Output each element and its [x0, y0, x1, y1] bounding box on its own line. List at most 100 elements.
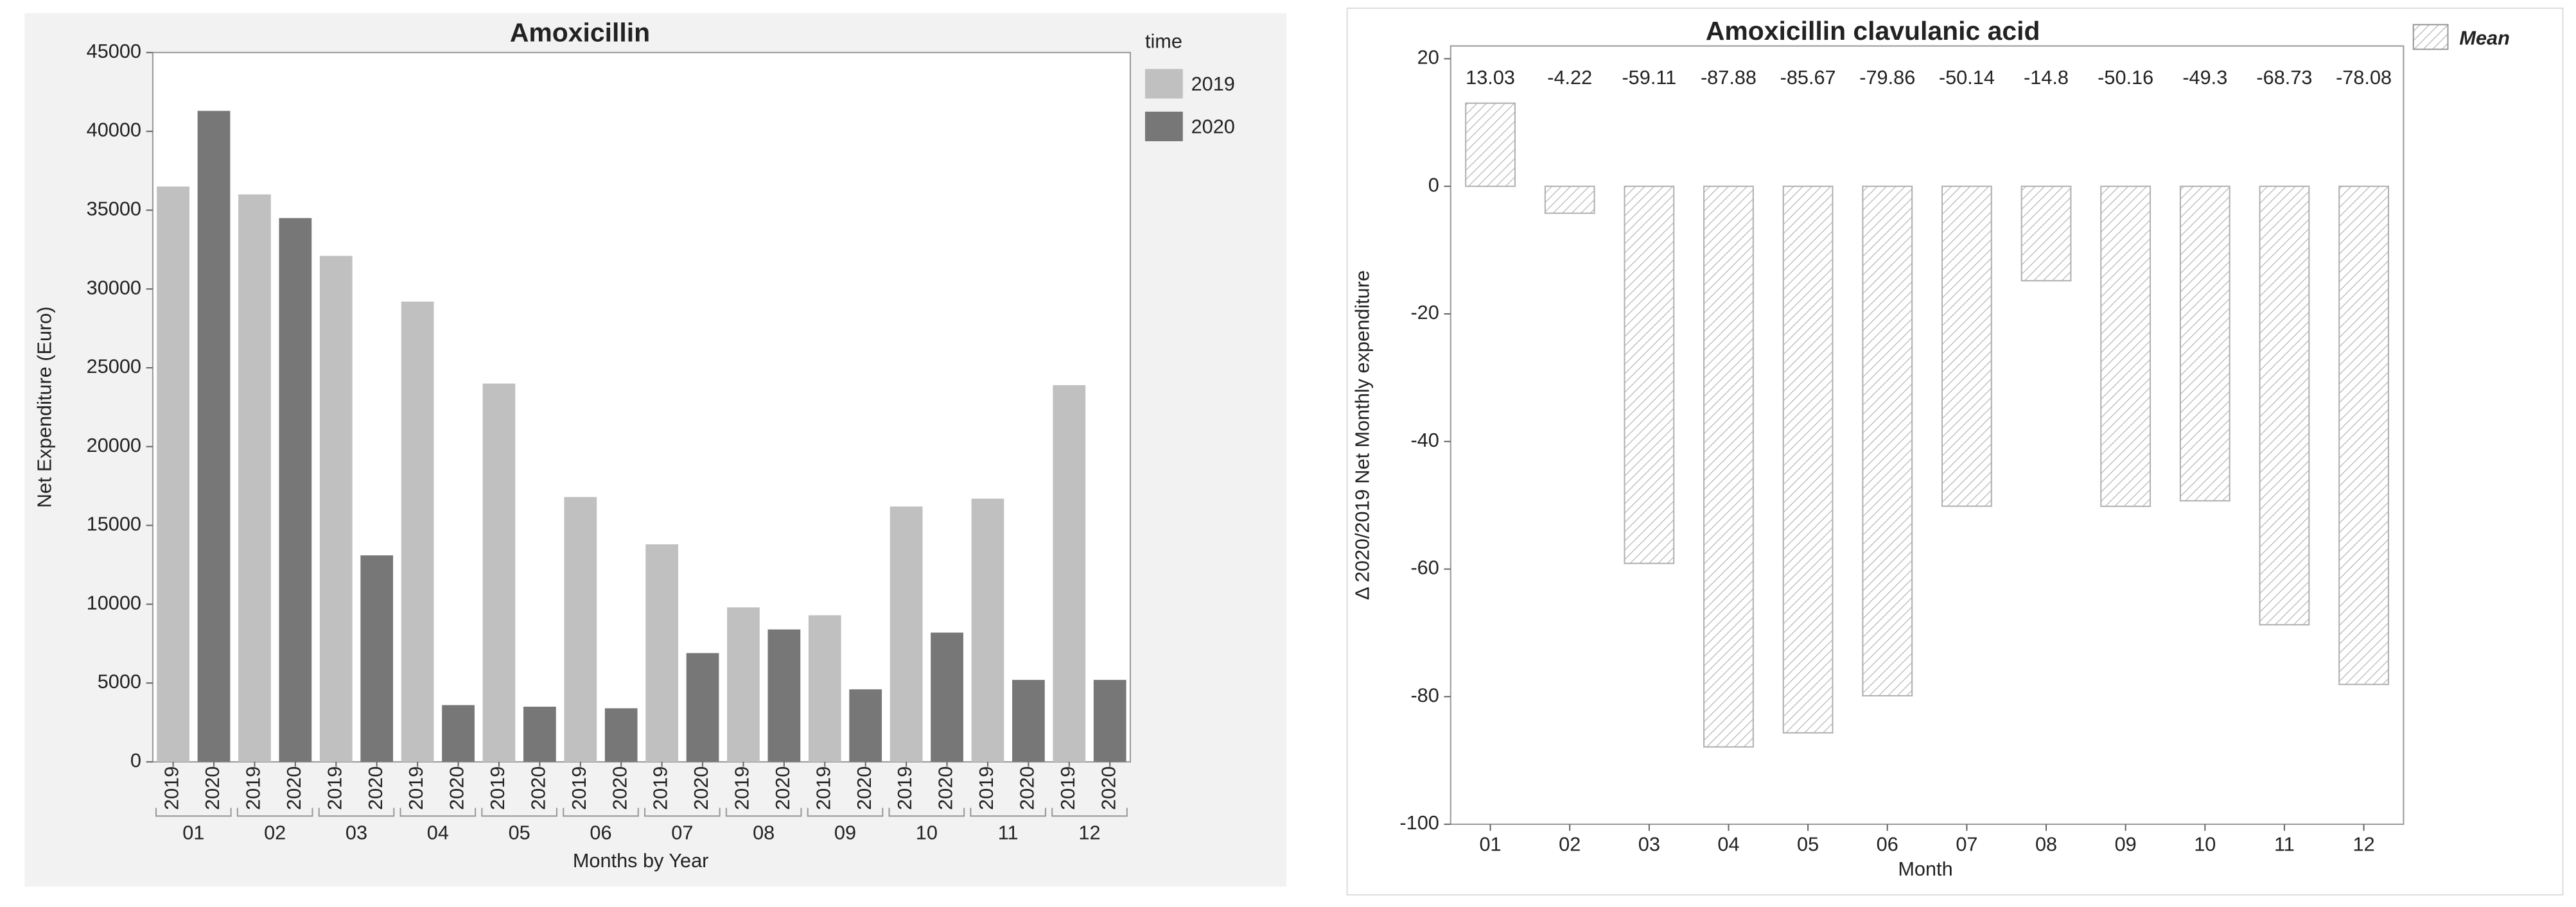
data-label: -49.3 — [2182, 66, 2227, 89]
bar — [2179, 186, 2230, 502]
y-tick-label: 35000 — [87, 198, 141, 220]
y-tick-label: 20 — [1417, 46, 1439, 69]
y-tick-label: 30000 — [87, 276, 141, 298]
bar — [1053, 384, 1086, 762]
group-bracket — [563, 808, 639, 817]
y-tick-label: 5000 — [98, 670, 141, 693]
group-bracket — [236, 808, 313, 817]
group-bracket — [481, 808, 557, 817]
y-tick-label: 0 — [1428, 173, 1439, 196]
chart-title: Amoxicillin — [510, 18, 650, 48]
bar — [197, 110, 231, 762]
group-bracket — [725, 808, 802, 817]
bar — [1624, 186, 1675, 564]
x-group-label: 01 — [182, 822, 204, 844]
legend-label: 2020 — [1191, 116, 1235, 138]
bar — [849, 689, 882, 762]
x-group-label: 03 — [346, 822, 367, 844]
data-label: -50.16 — [2098, 66, 2153, 89]
bar — [1093, 680, 1126, 762]
x-group-label: 09 — [834, 822, 856, 844]
y-axis-title: Net Expenditure (Euro) — [33, 306, 56, 508]
bar — [604, 708, 638, 762]
bar — [645, 544, 678, 762]
x-group-label: 10 — [916, 822, 938, 844]
legend-swatch — [1144, 69, 1183, 99]
bar — [1862, 186, 1913, 696]
y-tick-label: 20000 — [87, 434, 141, 456]
bar — [1544, 186, 1595, 214]
bar — [1465, 102, 1516, 187]
x-tick-label: 05 — [1797, 833, 1819, 855]
bar — [360, 555, 394, 762]
bar — [1012, 680, 1045, 762]
x-group-label: 08 — [753, 822, 775, 844]
y-tick-label: 25000 — [87, 355, 141, 377]
bar — [931, 632, 963, 762]
x-tick-label: 03 — [1638, 833, 1660, 855]
x-tick-label: 2020 — [1097, 766, 1119, 810]
bar — [523, 706, 556, 762]
bar — [564, 497, 597, 762]
bar — [727, 607, 760, 762]
x-tick-label: 10 — [2194, 833, 2216, 855]
x-tick-label: 2019 — [812, 766, 834, 810]
data-label: -14.8 — [2024, 66, 2069, 89]
x-group-label: 07 — [671, 822, 693, 844]
y-tick-label: 45000 — [87, 40, 141, 62]
bar — [157, 186, 189, 762]
bar — [2100, 186, 2151, 507]
bar — [319, 255, 353, 762]
x-tick-label: 09 — [2115, 833, 2137, 855]
y-tick-label: 0 — [130, 749, 141, 772]
x-tick-label: 11 — [2274, 833, 2295, 855]
x-tick-label: 2019 — [323, 766, 346, 810]
x-tick-label: 2019 — [893, 766, 916, 810]
x-tick-label: 2020 — [608, 766, 631, 810]
x-tick-label: 2019 — [568, 766, 590, 810]
bar — [1703, 186, 1754, 748]
bar — [442, 705, 475, 762]
x-tick-label: 2020 — [446, 766, 468, 810]
x-tick-label: 2020 — [364, 766, 387, 810]
y-tick-label: -40 — [1410, 429, 1439, 451]
legend-swatch — [1144, 111, 1183, 141]
data-label: -78.08 — [2336, 66, 2392, 89]
bar — [2338, 186, 2389, 686]
x-tick-label: 2020 — [690, 766, 712, 810]
y-tick-label: 15000 — [87, 513, 141, 535]
data-label: -50.14 — [1939, 66, 1995, 89]
data-label: -59.11 — [1622, 66, 1676, 89]
x-tick-label: 06 — [1877, 833, 1898, 855]
chart-title: Amoxicillin clavulanic acid — [1706, 16, 2040, 46]
x-tick-label: 2020 — [934, 766, 957, 810]
x-tick-label: 2019 — [975, 766, 997, 810]
bar — [2020, 186, 2072, 282]
group-bracket — [970, 808, 1047, 817]
left-plot-area — [152, 51, 1131, 763]
x-tick-label: 2020 — [201, 766, 223, 810]
x-tick-label: 2020 — [527, 766, 549, 810]
group-bracket — [155, 808, 232, 817]
data-label: -68.73 — [2256, 66, 2312, 89]
x-tick-label: 07 — [1956, 833, 1977, 855]
legend-swatch — [2412, 24, 2449, 50]
legend-label: Mean — [2459, 27, 2509, 49]
x-axis-title: Month — [1898, 858, 1952, 880]
x-tick-label: 08 — [2035, 833, 2057, 855]
x-group-label: 04 — [427, 822, 449, 844]
x-tick-label: 02 — [1559, 833, 1581, 855]
x-tick-label: 2020 — [283, 766, 305, 810]
data-label: -85.67 — [1780, 66, 1836, 89]
x-axis-title: Months by Year — [573, 849, 709, 872]
group-bracket — [1051, 808, 1128, 817]
data-label: -4.22 — [1547, 66, 1592, 89]
right-plot-area — [1450, 45, 2405, 825]
data-label: 13.03 — [1466, 66, 1515, 89]
x-tick-label: 2019 — [1056, 766, 1079, 810]
bar — [808, 615, 841, 762]
legend-label: 2019 — [1191, 73, 1235, 95]
x-tick-label: 12 — [2353, 833, 2375, 855]
x-tick-label: 01 — [1479, 833, 1501, 855]
